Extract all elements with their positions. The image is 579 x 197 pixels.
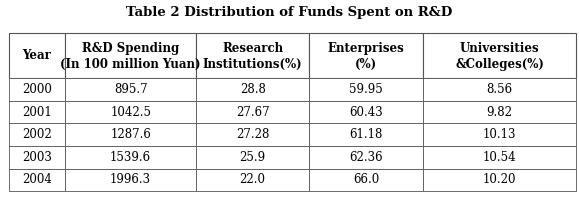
Text: Table 2 Distribution of Funds Spent on R&D: Table 2 Distribution of Funds Spent on R… xyxy=(126,6,453,19)
Text: 60.43: 60.43 xyxy=(349,106,383,119)
Bar xyxy=(9,33,65,78)
Text: 8.56: 8.56 xyxy=(486,83,512,96)
Text: Institutions(%): Institutions(%) xyxy=(203,59,302,72)
Bar xyxy=(423,146,576,169)
Bar xyxy=(9,169,65,191)
Text: 1042.5: 1042.5 xyxy=(110,106,151,119)
Bar xyxy=(423,124,576,146)
Bar xyxy=(65,78,196,101)
Text: 61.18: 61.18 xyxy=(350,128,383,141)
Text: 10.54: 10.54 xyxy=(483,151,516,164)
Text: 28.8: 28.8 xyxy=(240,83,266,96)
Text: 2001: 2001 xyxy=(22,106,52,119)
Bar xyxy=(309,169,423,191)
Text: 2003: 2003 xyxy=(22,151,52,164)
Bar xyxy=(65,146,196,169)
Bar xyxy=(9,78,65,101)
Bar xyxy=(309,33,423,78)
Text: 62.36: 62.36 xyxy=(349,151,383,164)
Text: 2000: 2000 xyxy=(22,83,52,96)
Text: 1996.3: 1996.3 xyxy=(110,173,151,186)
Text: 2002: 2002 xyxy=(22,128,52,141)
Bar xyxy=(9,124,65,146)
Bar xyxy=(309,146,423,169)
Bar xyxy=(65,169,196,191)
Bar xyxy=(65,33,196,78)
Text: 22.0: 22.0 xyxy=(240,173,266,186)
Text: Enterprises: Enterprises xyxy=(328,42,405,55)
Bar xyxy=(309,124,423,146)
Bar xyxy=(196,146,309,169)
Bar xyxy=(196,78,309,101)
Text: R&D Spending: R&D Spending xyxy=(82,42,179,55)
Text: Year: Year xyxy=(23,49,52,62)
Text: 59.95: 59.95 xyxy=(349,83,383,96)
Text: (In 100 million Yuan): (In 100 million Yuan) xyxy=(60,59,201,72)
Text: 27.28: 27.28 xyxy=(236,128,269,141)
Text: 1539.6: 1539.6 xyxy=(110,151,151,164)
Bar xyxy=(309,78,423,101)
Text: 66.0: 66.0 xyxy=(353,173,379,186)
Bar xyxy=(196,169,309,191)
Bar xyxy=(423,78,576,101)
Bar xyxy=(423,101,576,124)
Text: &Colleges(%): &Colleges(%) xyxy=(455,59,544,72)
Bar xyxy=(196,33,309,78)
Text: 2004: 2004 xyxy=(22,173,52,186)
Bar xyxy=(65,101,196,124)
Text: 895.7: 895.7 xyxy=(114,83,148,96)
Bar xyxy=(196,124,309,146)
Text: 25.9: 25.9 xyxy=(240,151,266,164)
Text: 1287.6: 1287.6 xyxy=(110,128,151,141)
Bar xyxy=(65,124,196,146)
Bar xyxy=(9,101,65,124)
Text: Universities: Universities xyxy=(460,42,539,55)
Bar xyxy=(9,146,65,169)
Text: 27.67: 27.67 xyxy=(236,106,269,119)
Text: (%): (%) xyxy=(355,59,378,72)
Bar xyxy=(196,101,309,124)
Text: 9.82: 9.82 xyxy=(486,106,512,119)
Bar xyxy=(423,33,576,78)
Text: 10.13: 10.13 xyxy=(483,128,516,141)
Text: 10.20: 10.20 xyxy=(483,173,516,186)
Bar xyxy=(423,169,576,191)
Bar xyxy=(309,101,423,124)
Text: Research: Research xyxy=(222,42,283,55)
